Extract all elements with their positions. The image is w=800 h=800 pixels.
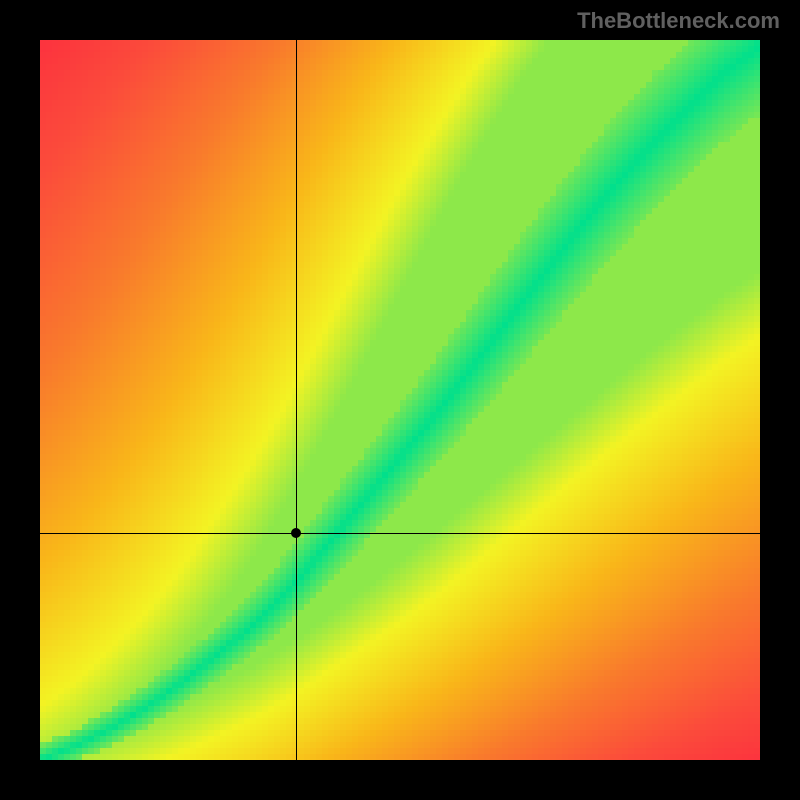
- heatmap-canvas: [40, 40, 760, 760]
- crosshair-horizontal-line: [40, 533, 760, 534]
- watermark-text: TheBottleneck.com: [577, 8, 780, 34]
- crosshair-vertical-line: [296, 40, 297, 760]
- plot-area: [40, 40, 760, 760]
- crosshair-marker: [291, 528, 301, 538]
